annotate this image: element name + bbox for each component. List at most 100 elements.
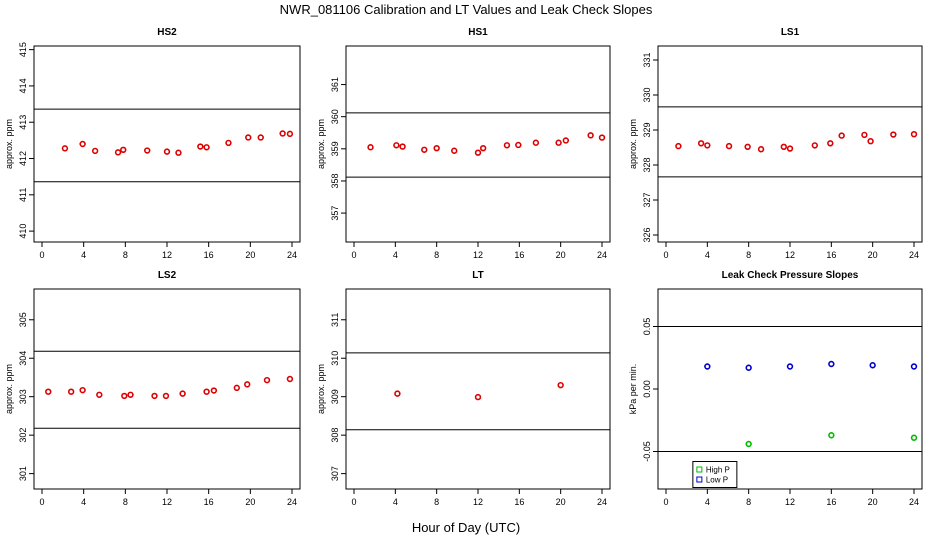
y-tick-label: 410	[18, 224, 28, 239]
plot-frame	[345, 288, 611, 490]
data-point	[557, 381, 564, 389]
x-tick-label: 12	[785, 497, 795, 507]
x-tick-label: 16	[826, 497, 836, 507]
x-tick-label: 12	[785, 250, 795, 260]
y-tick-label: 328	[642, 157, 652, 172]
y-tick-label: 413	[18, 115, 28, 130]
x-tick-label: 12	[162, 250, 172, 260]
data-point	[910, 434, 918, 441]
y-tick-label: 360	[330, 109, 340, 124]
data-point	[96, 391, 103, 398]
data-point	[474, 393, 482, 401]
data-point	[162, 392, 170, 400]
legend-box	[692, 461, 738, 488]
plot-frame	[33, 45, 301, 243]
data-point	[786, 145, 794, 152]
x-tick-label: 20	[245, 497, 255, 507]
x-tick-label: 8	[123, 497, 128, 507]
y-tick-label: 359	[330, 141, 340, 156]
x-tick-label: 16	[514, 250, 524, 260]
data-point	[179, 390, 186, 397]
x-tick-label: 16	[204, 250, 214, 260]
y-tick-label: 327	[642, 192, 652, 207]
data-point	[587, 132, 594, 139]
panel-title: HS1	[468, 27, 488, 38]
data-point	[114, 149, 122, 156]
x-tick-label: 4	[81, 497, 86, 507]
y-tick-label: 0.05	[642, 318, 652, 336]
data-point	[562, 137, 570, 144]
data-point	[91, 147, 99, 155]
data-point	[203, 388, 210, 395]
x-tick-label: 4	[705, 497, 710, 507]
data-point	[745, 364, 752, 371]
data-point	[910, 363, 918, 370]
data-point	[745, 440, 752, 448]
x-tick-label: 4	[705, 250, 710, 260]
data-point	[421, 146, 428, 153]
y-tick-label: 302	[18, 428, 28, 443]
data-point	[827, 140, 834, 147]
x-tick-label: 0	[39, 250, 44, 260]
plot-frame	[33, 288, 301, 490]
data-point	[757, 146, 765, 153]
data-point	[515, 141, 522, 149]
data-point	[127, 391, 134, 398]
data-point	[838, 132, 845, 139]
data-point	[67, 388, 75, 395]
data-point	[474, 149, 482, 156]
data-point	[79, 140, 86, 148]
y-tick-label: 305	[18, 312, 28, 327]
data-point	[725, 142, 733, 150]
x-tick-label: 24	[909, 250, 919, 260]
series-2	[704, 360, 918, 371]
x-tick-label: 0	[663, 497, 668, 507]
x-tick-label: 8	[123, 250, 128, 260]
data-point	[79, 386, 86, 394]
data-point	[890, 131, 897, 138]
data-point	[828, 360, 835, 368]
y-tick-label: 411	[18, 188, 28, 202]
y-tick-label: 330	[642, 87, 652, 102]
x-tick-label: 24	[597, 497, 607, 507]
legend-label: High P	[706, 466, 730, 475]
panel-6: Leak Check Pressure Slopes 0 4 8 12 16 20 24 -0.…	[628, 270, 923, 507]
y-tick-label: 361	[330, 77, 340, 92]
x-tick-label: 20	[556, 497, 566, 507]
data-point	[393, 142, 400, 149]
series-1	[61, 130, 294, 156]
data-point	[704, 142, 711, 149]
y-axis-label: approx. ppm	[4, 364, 14, 414]
y-axis-label: approx. ppm	[628, 119, 638, 169]
data-point	[233, 384, 240, 392]
x-tick-label: 8	[746, 250, 751, 260]
panel-title: Leak Check Pressure Slopes	[722, 270, 859, 281]
panel-4: LS2 0 4 8 12 16 20 24 301 302 303 304 305 approx. ppm	[4, 270, 301, 507]
data-point	[704, 363, 711, 370]
y-tick-label: 329	[642, 122, 652, 137]
panel-title: HS2	[157, 27, 177, 38]
x-tick-label: 4	[393, 250, 398, 260]
y-tick-label: 303	[18, 389, 28, 404]
x-tick-label: 16	[514, 497, 524, 507]
data-point	[675, 142, 682, 150]
panel-1: HS2 0 4 8 12 16 20 24 410 411 412 413 414 415 approx. …	[4, 27, 301, 260]
y-tick-label: -0.05	[642, 441, 652, 462]
y-tick-label: 415	[18, 42, 28, 57]
data-point	[210, 387, 218, 394]
y-tick-label: 412	[18, 151, 28, 166]
panel-5: LT 0 4 8 12 16 20 24 307 308 309 310 311 approx. ppm	[316, 270, 611, 507]
panel-title: LS1	[781, 27, 800, 38]
data-point	[367, 144, 374, 151]
x-tick-label: 0	[39, 497, 44, 507]
data-point	[175, 149, 182, 156]
data-point	[244, 381, 251, 388]
plot-frame	[345, 45, 611, 243]
series-1	[45, 375, 294, 400]
y-tick-label: 304	[18, 351, 28, 366]
x-tick-label: 24	[287, 497, 297, 507]
y-tick-label: 311	[330, 313, 340, 327]
panel-3: LS1 0 4 8 12 16 20 24 326 327 328 329 330 331 approx. …	[628, 27, 923, 260]
y-tick-label: 358	[330, 173, 340, 188]
data-point	[598, 134, 606, 141]
